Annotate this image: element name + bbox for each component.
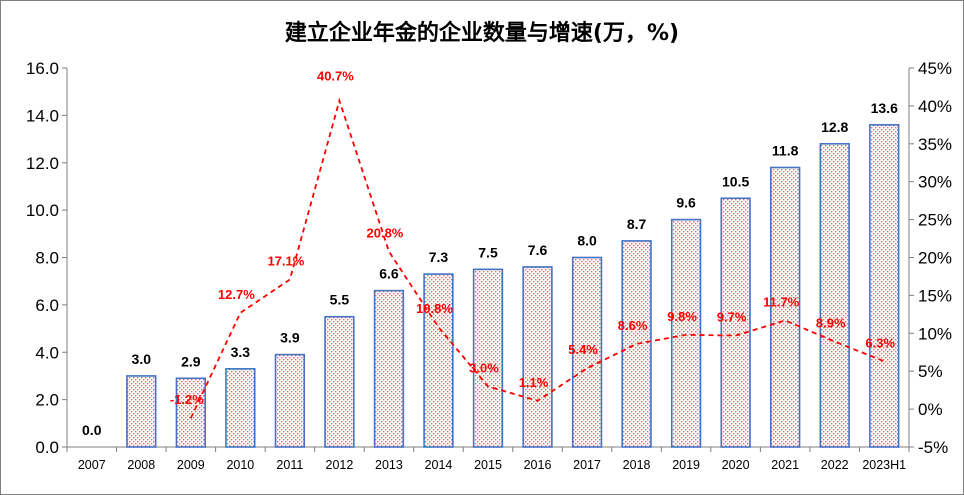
bar-value-label: 7.6	[528, 242, 548, 258]
bar	[423, 273, 454, 448]
right-tick-label: 0%	[918, 400, 943, 419]
left-tick-label: 12.0	[26, 154, 59, 173]
left-tick-label: 6.0	[35, 296, 59, 315]
right-tick-label: -5%	[918, 438, 948, 457]
bar-value-label: 13.6	[871, 100, 898, 116]
bar	[621, 240, 652, 448]
x-tick-label: 2016	[524, 458, 552, 472]
x-tick-label: 2007	[78, 458, 106, 472]
bar	[373, 289, 405, 448]
right-tick-label: 35%	[918, 135, 952, 154]
growth-rate-label: 12.7%	[218, 287, 255, 302]
bar	[126, 375, 157, 448]
x-tick-label: 2009	[177, 458, 205, 472]
growth-rate-label: -1.2%	[170, 392, 204, 407]
growth-rate-label: 40.7%	[317, 69, 354, 84]
bar	[175, 377, 206, 448]
growth-rate-label: 5.4%	[568, 342, 598, 357]
x-tick-label: 2021	[771, 458, 799, 472]
growth-rate-label: 6.3%	[865, 335, 895, 350]
bar-value-label: 6.6	[379, 266, 399, 282]
growth-rate-label: 9.7%	[717, 310, 747, 325]
right-tick-label: 5%	[918, 362, 943, 381]
x-tick-label: 2020	[722, 458, 750, 472]
right-tick-label: 45%	[918, 59, 952, 78]
growth-rate-label: 1.1%	[519, 375, 549, 390]
x-tick-label: 2008	[127, 458, 155, 472]
x-tick-label: 2017	[573, 458, 601, 472]
right-tick-label: 10%	[918, 324, 952, 343]
right-tick-label: 30%	[918, 173, 952, 192]
bar	[324, 315, 355, 448]
bar-value-label: 8.7	[627, 216, 647, 232]
bar-value-label: 7.5	[478, 244, 498, 260]
bar	[720, 197, 751, 448]
bar	[670, 218, 702, 448]
left-tick-label: 10.0	[26, 201, 59, 220]
growth-rate-label: 20.8%	[367, 225, 404, 240]
bar-value-label: 3.0	[132, 351, 152, 367]
x-tick-label: 2013	[375, 458, 403, 472]
left-tick-label: 4.0	[35, 343, 59, 362]
growth-rate-label: 10.8%	[416, 301, 453, 316]
x-tick-label: 2019	[672, 458, 700, 472]
bar-value-label: 12.8	[821, 119, 848, 135]
x-tick-label: 2012	[326, 458, 354, 472]
chart-title: 建立企业年金的企业数量与增速(万，%)	[284, 21, 680, 46]
x-tick-label: 2011	[276, 458, 303, 472]
growth-rate-label: 9.8%	[667, 309, 697, 324]
bar	[522, 266, 553, 448]
x-tick-label: 2022	[821, 458, 849, 472]
right-tick-label: 15%	[918, 286, 952, 305]
x-tick-label: 2023H1	[862, 458, 906, 472]
bar-value-label: 11.8	[772, 142, 799, 158]
right-tick-label: 40%	[918, 97, 952, 116]
bar-value-label: 2.9	[181, 353, 201, 369]
left-tick-label: 8.0	[35, 249, 59, 268]
bar-value-label: 5.5	[330, 292, 350, 308]
x-tick-label: 2010	[226, 458, 254, 472]
left-tick-label: 16.0	[26, 59, 59, 78]
left-tick-label: 0.0	[35, 438, 59, 457]
bar	[571, 256, 603, 448]
x-tick-label: 2014	[425, 458, 453, 472]
bar-value-label: 8.0	[577, 233, 597, 249]
bar-value-label: 3.3	[231, 344, 251, 360]
bar-value-label: 7.3	[429, 249, 449, 265]
bar	[274, 353, 306, 448]
growth-rate-label: 3.0%	[469, 360, 499, 375]
bar-value-label: 10.5	[722, 173, 749, 189]
bar-value-label: 0.0	[82, 422, 102, 438]
left-tick-label: 14.0	[26, 106, 59, 125]
growth-rate-line	[189, 97, 885, 419]
bar-value-label: 3.9	[280, 330, 300, 346]
growth-rate-label: 11.7%	[763, 294, 800, 309]
growth-rate-label: 8.6%	[618, 318, 648, 333]
left-tick-label: 2.0	[35, 391, 59, 410]
bar	[819, 143, 850, 448]
x-tick-label: 2018	[623, 458, 651, 472]
right-tick-label: 25%	[918, 211, 952, 230]
x-tick-label: 2015	[474, 458, 502, 472]
bar	[472, 268, 504, 448]
bar	[770, 166, 801, 448]
bar	[869, 124, 900, 448]
bar-value-label: 9.6	[676, 195, 696, 211]
growth-rate-label: 8.9%	[816, 316, 846, 331]
growth-rate-label: 17.1%	[267, 253, 304, 268]
right-tick-label: 20%	[918, 249, 952, 268]
bar	[225, 368, 256, 448]
